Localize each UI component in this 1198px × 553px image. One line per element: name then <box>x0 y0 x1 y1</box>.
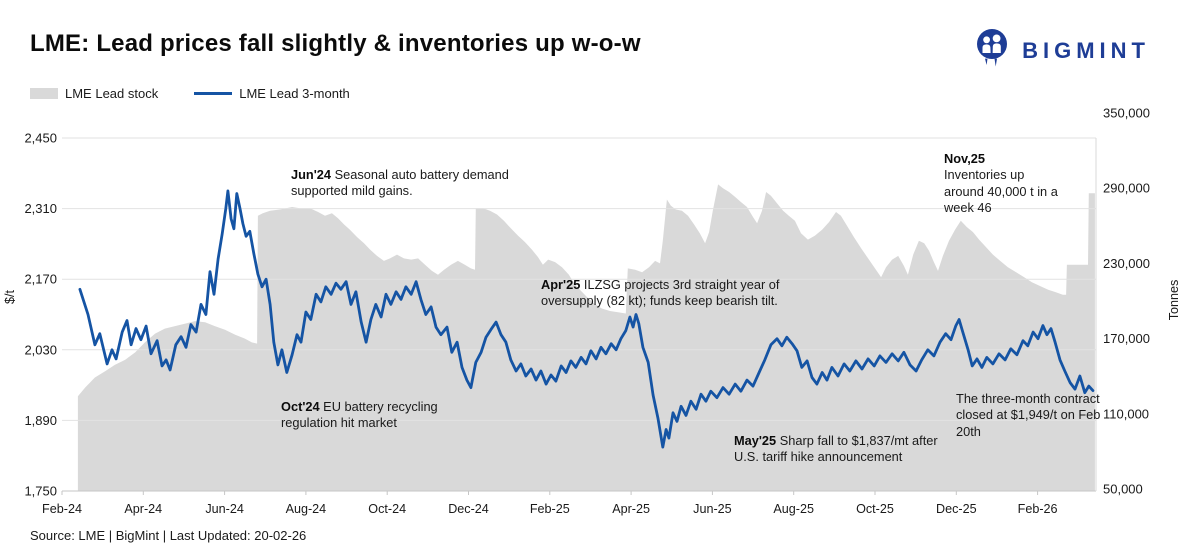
x-tick-label: Dec-25 <box>936 502 977 516</box>
left-tick-label: 1,890 <box>24 413 57 428</box>
right-tick-label: 230,000 <box>1103 256 1150 271</box>
annotation-lead: Oct'24 <box>281 399 320 414</box>
x-tick-label: Jun-25 <box>693 502 732 516</box>
annotation-lead: Nov,25 <box>944 151 986 166</box>
x-tick-label: Feb-26 <box>1018 502 1058 516</box>
bigmint-logo-icon <box>972 26 1012 75</box>
brand-logo: BIGMINT <box>972 26 1150 75</box>
annotation-oct24: Oct'24 EU battery recycling regulation h… <box>281 399 476 432</box>
brand-name: BIGMINT <box>1022 37 1150 63</box>
left-tick-label: 1,750 <box>24 484 57 499</box>
x-tick-label: Oct-25 <box>856 502 894 516</box>
annotation-text: Sharp fall to $1,837/mt after U.S. tarif… <box>734 433 938 465</box>
annotation-jun24: Jun'24 Seasonal auto battery demand supp… <box>291 167 553 200</box>
area-swatch-icon <box>30 88 58 99</box>
left-axis-title: $/t <box>3 290 17 305</box>
left-tick-label: 2,310 <box>24 201 57 216</box>
right-tick-label: 110,000 <box>1103 406 1149 421</box>
annotation-may25: May'25 Sharp fall to $1,837/mt after U.S… <box>734 433 940 466</box>
left-tick-label: 2,030 <box>24 342 57 357</box>
annotation-text: Seasonal auto battery demand supported m… <box>291 167 509 199</box>
x-tick-label: Aug-25 <box>773 502 814 516</box>
right-axis-title: Tonnes <box>1167 280 1181 321</box>
annotation-nov25: Nov,25 Inventories up around 40,000 t in… <box>944 151 1066 217</box>
annotation-text: The three-month contract closed at $1,94… <box>956 391 1101 439</box>
annotation-text: ILZSG projects 3rd straight year of over… <box>541 277 780 309</box>
x-tick-label: Jun-24 <box>205 502 244 516</box>
annotation-text: EU battery recycling regulation hit mark… <box>281 399 438 431</box>
x-tick-label: Feb-24 <box>42 502 82 516</box>
x-tick-label: Aug-24 <box>286 502 327 516</box>
source-note: Source: LME | BigMint | Last Updated: 20… <box>30 528 307 543</box>
annotation-feb20-close: The three-month contract closed at $1,94… <box>956 391 1102 440</box>
area-series <box>77 184 1095 491</box>
line-swatch-icon <box>194 91 233 96</box>
annotation-apr25: Apr'25 ILZSG projects 3rd straight year … <box>541 277 837 310</box>
x-tick-label: Dec-24 <box>448 502 489 516</box>
left-tick-label: 2,170 <box>24 272 57 287</box>
annotation-lead: Apr'25 <box>541 277 581 292</box>
price-line-series <box>78 189 1095 449</box>
left-tick-label: 2,450 <box>24 131 57 146</box>
annotation-lead: May'25 <box>734 433 777 448</box>
x-tick-label: Apr-25 <box>612 502 650 516</box>
right-tick-label: 170,000 <box>1103 331 1150 346</box>
right-tick-label: 50,000 <box>1103 482 1143 497</box>
x-tick-label: Feb-25 <box>530 502 570 516</box>
legend-label: LME Lead 3-month <box>239 86 350 101</box>
annotation-text: Inventories up around 40,000 t in a week… <box>944 167 1058 216</box>
annotation-lead: Jun'24 <box>291 167 332 182</box>
right-tick-label: 290,000 <box>1103 181 1150 196</box>
right-tick-label: 350,000 <box>1103 106 1150 121</box>
page-title: LME: Lead prices fall slightly & invento… <box>30 30 641 57</box>
chart-legend: LME Lead stock LME Lead 3-month <box>30 86 350 101</box>
legend-label: LME Lead stock <box>65 86 159 101</box>
legend-item-stock: LME Lead stock <box>30 86 158 101</box>
x-tick-label: Apr-24 <box>124 502 162 516</box>
x-tick-label: Oct-24 <box>368 502 406 516</box>
legend-item-price: LME Lead 3-month <box>194 86 350 101</box>
